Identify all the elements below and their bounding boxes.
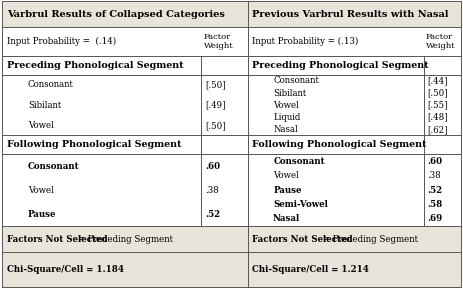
Text: Sibilant: Sibilant [28,101,61,110]
Text: .38: .38 [205,185,219,195]
Text: Nasal: Nasal [273,214,300,223]
Text: Pause: Pause [273,185,302,195]
Text: Factors Not Selected = Preceding Segment: Factors Not Selected = Preceding Segment [7,234,196,244]
Text: .52: .52 [205,210,220,219]
Text: [.50]: [.50] [205,121,226,130]
Text: Factors Not Selected: Factors Not Selected [7,234,107,244]
Text: Chi-Square/Cell = 1.184: Chi-Square/Cell = 1.184 [7,265,124,274]
Text: Vowel: Vowel [28,185,54,195]
Text: Preceding Phonological Segment: Preceding Phonological Segment [252,61,429,70]
Text: Vowel: Vowel [28,121,54,130]
Text: [.55]: [.55] [427,101,448,110]
Text: Input Probability =  (.14): Input Probability = (.14) [7,37,116,46]
Text: .60: .60 [205,162,220,170]
Text: Previous Varbrul Results with Nasal: Previous Varbrul Results with Nasal [252,10,449,19]
Text: .60: .60 [427,157,443,166]
Text: = Preceding Segment: = Preceding Segment [320,234,418,244]
Text: .69: .69 [427,214,443,223]
Text: Factor
Weight: Factor Weight [426,33,456,50]
Text: Preceding Phonological Segment: Preceding Phonological Segment [7,61,183,70]
Text: .52: .52 [427,185,443,195]
Text: = Preceding Segment: = Preceding Segment [75,234,173,244]
Text: [.44]: [.44] [427,76,448,86]
Text: Pause: Pause [28,210,56,219]
Bar [2,1,461,27]
Text: Consonant: Consonant [273,76,319,86]
Text: [.48]: [.48] [427,113,448,122]
Text: Nasal: Nasal [273,125,298,134]
Text: Vowel: Vowel [273,101,299,110]
Bar [2,226,461,252]
Text: Following Phonological Segment: Following Phonological Segment [252,140,427,149]
Text: Input Probability = (.13): Input Probability = (.13) [252,37,359,46]
Text: [.50]: [.50] [427,88,448,98]
Text: Factor
Weight: Factor Weight [204,33,233,50]
Text: [.49]: [.49] [205,101,225,110]
Text: Consonant: Consonant [28,80,74,90]
Text: .38: .38 [427,171,441,180]
Text: Vowel: Vowel [273,171,299,180]
Text: Following Phonological Segment: Following Phonological Segment [7,140,181,149]
Bar [2,252,461,287]
Text: Semi-Vowel: Semi-Vowel [273,200,328,209]
Text: Sibilant: Sibilant [273,88,307,98]
Text: Consonant: Consonant [273,157,325,166]
Text: Consonant: Consonant [28,162,80,170]
Text: Liquid: Liquid [273,113,300,122]
Text: Factors Not Selected: Factors Not Selected [252,234,353,244]
Text: [.50]: [.50] [205,80,226,90]
Text: [.62]: [.62] [427,125,448,134]
Text: .58: .58 [427,200,443,209]
Text: Chi-Square/Cell = 1.214: Chi-Square/Cell = 1.214 [252,265,369,274]
Text: Varbrul Results of Collapsed Categories: Varbrul Results of Collapsed Categories [7,10,225,19]
